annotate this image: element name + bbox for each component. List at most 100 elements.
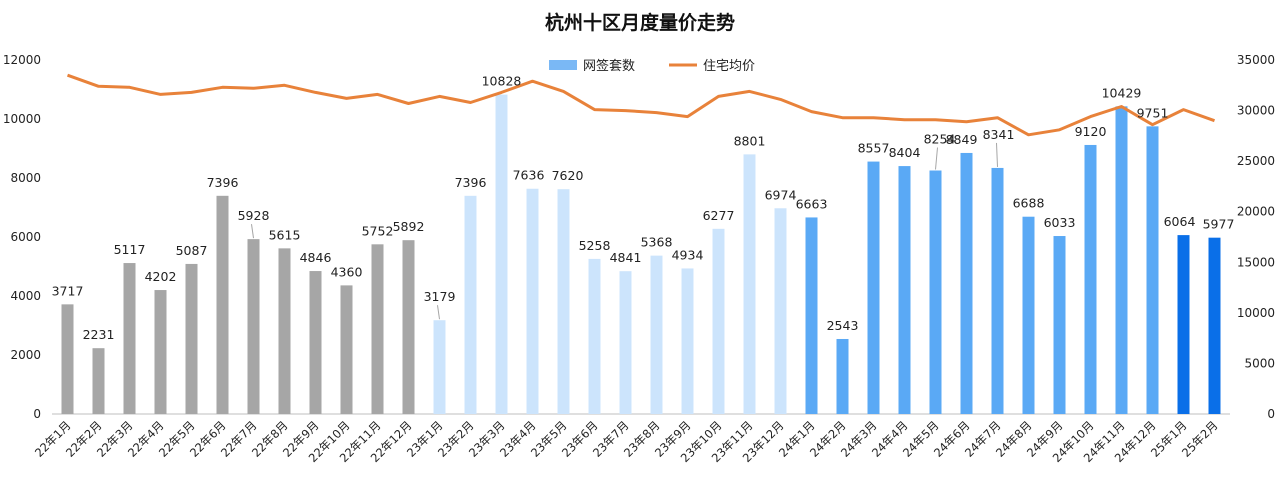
bar-value-label: 7620	[552, 168, 584, 183]
bar	[123, 263, 136, 414]
legend-line-label: 住宅均价	[703, 59, 755, 74]
bar	[309, 271, 322, 414]
bar-value-label: 5615	[269, 227, 301, 242]
bar	[898, 166, 911, 414]
bar	[743, 154, 756, 415]
y-right-tick-label: 15000	[1237, 255, 1275, 269]
legend: 网签套数 住宅均价	[549, 58, 755, 74]
bar-value-label: 4360	[331, 264, 363, 279]
x-axis-ticks: 22年1月22年2月22年3月22年4月22年5月22年6月22年7月22年8月…	[32, 418, 1221, 465]
bar-value-label: 4202	[145, 269, 177, 284]
bar-value-label: 6663	[796, 196, 828, 211]
bar-value-label: 7396	[455, 175, 487, 190]
bar-value-label: 7636	[513, 168, 545, 183]
label-leader-line	[251, 224, 254, 239]
bar-value-label: 5752	[362, 223, 394, 238]
bar	[1053, 236, 1066, 414]
price-line	[66, 73, 1216, 137]
bar-value-label: 9751	[1137, 105, 1169, 120]
bar	[1146, 126, 1159, 415]
bar	[1177, 235, 1190, 414]
bar	[1208, 237, 1221, 414]
bar	[402, 240, 415, 414]
bar	[526, 188, 539, 414]
bar-value-label: 5087	[176, 243, 208, 258]
bar	[929, 170, 942, 414]
bar	[619, 271, 632, 414]
bar	[92, 348, 105, 414]
label-leader-line	[935, 147, 938, 170]
bar-value-label: 2543	[827, 318, 859, 333]
bar	[774, 208, 787, 414]
y-right-tick-label: 5000	[1244, 356, 1275, 370]
bar	[867, 161, 880, 414]
bar	[588, 258, 601, 414]
y-right-tick-label: 35000	[1237, 53, 1275, 67]
bar	[712, 228, 725, 414]
y-right-tick-label: 10000	[1237, 306, 1275, 320]
label-leader-lines	[251, 142, 998, 320]
bar-value-label: 3717	[52, 283, 84, 298]
bar	[991, 167, 1004, 414]
bar-value-label: 8341	[983, 127, 1015, 142]
bar-value-label: 8404	[889, 145, 921, 160]
y-right-tick-label: 20000	[1237, 205, 1275, 219]
bar-value-label: 10429	[1102, 85, 1142, 100]
bar-value-label: 5117	[114, 242, 146, 257]
bar-value-label: 6277	[703, 208, 735, 223]
y-left-tick-label: 0	[33, 407, 41, 421]
bar	[836, 338, 849, 414]
bar	[681, 268, 694, 414]
bar	[464, 195, 477, 414]
left-axis: 0 2000 4000 6000 8000 10000 12000	[3, 53, 41, 421]
bar	[650, 255, 663, 414]
bar-series	[61, 94, 1221, 415]
label-leader-line	[437, 305, 440, 320]
bar-value-label: 2231	[83, 327, 115, 342]
bar	[557, 189, 570, 414]
bar	[1084, 144, 1097, 414]
y-left-tick-label: 10000	[3, 112, 41, 126]
bar-value-label: 10828	[482, 74, 522, 89]
bar-value-label: 5368	[641, 235, 673, 250]
bar-value-label: 6064	[1164, 214, 1196, 229]
bar-value-label: 5892	[393, 219, 425, 234]
bar-value-label: 5928	[238, 208, 270, 223]
bar	[960, 152, 973, 414]
bar	[340, 285, 353, 414]
right-axis: 0 5000 10000 15000 20000 25000 30000 35000	[1237, 53, 1275, 421]
chart-title: 杭州十区月度量价走势	[545, 11, 735, 34]
bar-value-label: 7396	[207, 175, 239, 190]
bar-value-label: 4841	[610, 250, 642, 265]
bar-value-label: 5258	[579, 238, 611, 253]
bar-value-label: 8801	[734, 133, 766, 148]
y-left-tick-label: 6000	[10, 230, 41, 244]
y-left-tick-label: 2000	[10, 348, 41, 362]
legend-bar-label: 网签套数	[583, 58, 635, 74]
bar	[154, 290, 167, 414]
bar	[216, 195, 229, 414]
bar-value-label: 6688	[1013, 196, 1045, 211]
bar	[247, 239, 260, 414]
y-left-tick-label: 4000	[10, 289, 41, 303]
bar	[805, 217, 818, 414]
bar-value-label: 3179	[424, 289, 456, 304]
bar-value-label: 4846	[300, 250, 332, 265]
price-line-series	[66, 73, 1216, 137]
legend-bar-swatch	[549, 60, 577, 70]
bar-value-label: 9120	[1075, 124, 1107, 139]
bar	[61, 304, 74, 414]
y-right-tick-label: 30000	[1237, 104, 1275, 118]
bar	[495, 94, 508, 414]
bar	[185, 263, 198, 414]
bar	[278, 248, 291, 414]
bar	[1115, 106, 1128, 415]
bar	[1022, 216, 1035, 414]
bar-value-label: 8254	[924, 132, 956, 147]
label-leader-line	[996, 142, 998, 167]
bar-data-labels: 3717 2231 5117 4202 5087 7396 5928 5615 48464360…	[52, 74, 1235, 343]
bar-value-label: 8557	[858, 141, 890, 156]
bar-value-label: 4934	[672, 247, 704, 262]
y-left-tick-label: 12000	[3, 53, 41, 67]
